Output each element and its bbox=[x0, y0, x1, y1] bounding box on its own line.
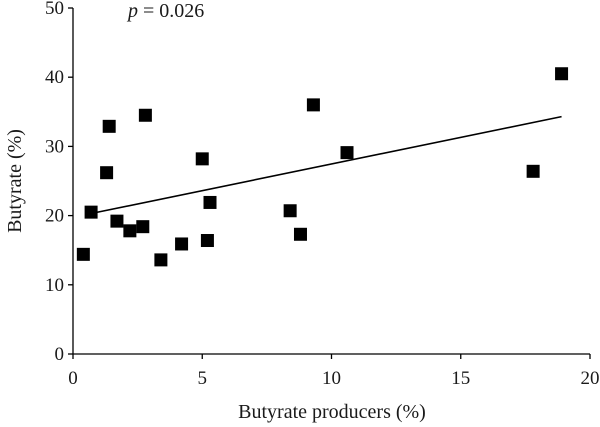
p-symbol: p bbox=[126, 0, 138, 22]
y-tick-label: 0 bbox=[55, 344, 65, 365]
data-point bbox=[123, 224, 137, 238]
x-tick-label: 0 bbox=[68, 368, 78, 389]
x-tick-label: 15 bbox=[451, 368, 470, 389]
data-point bbox=[154, 253, 168, 267]
data-point bbox=[195, 152, 209, 166]
data-point bbox=[200, 234, 214, 248]
y-axis-ticks: 0 10 20 30 40 50 bbox=[45, 0, 73, 365]
data-point bbox=[340, 146, 354, 160]
x-tick-label: 5 bbox=[198, 368, 208, 389]
p-value-annotation: p = 0.026 bbox=[126, 0, 204, 22]
data-point bbox=[100, 166, 114, 180]
y-tick-label: 40 bbox=[45, 67, 64, 88]
data-point bbox=[203, 195, 217, 209]
data-point bbox=[526, 164, 540, 178]
axes bbox=[72, 8, 590, 355]
data-point bbox=[175, 237, 189, 251]
x-axis-label: Butyrate producers (%) bbox=[238, 401, 426, 423]
y-tick-label: 30 bbox=[45, 136, 64, 157]
p-value-text: = 0.026 bbox=[138, 0, 204, 22]
trend-line bbox=[90, 115, 562, 215]
data-point bbox=[138, 108, 152, 122]
data-point bbox=[110, 214, 124, 228]
data-point bbox=[76, 247, 90, 261]
x-tick-label: 20 bbox=[581, 368, 600, 389]
x-axis-ticks: 0 5 10 15 20 bbox=[68, 354, 600, 389]
data-point bbox=[283, 204, 297, 218]
data-point bbox=[555, 67, 569, 81]
data-point bbox=[102, 119, 116, 133]
data-points bbox=[76, 67, 569, 267]
data-point bbox=[306, 98, 320, 112]
data-point bbox=[136, 220, 150, 234]
y-tick-label: 10 bbox=[45, 275, 64, 296]
x-tick-label: 10 bbox=[322, 368, 341, 389]
data-point bbox=[293, 227, 307, 241]
data-point bbox=[84, 205, 98, 219]
y-tick-label: 50 bbox=[45, 0, 64, 19]
y-tick-label: 20 bbox=[45, 206, 64, 227]
y-axis-label: Butyrate (%) bbox=[4, 129, 26, 233]
